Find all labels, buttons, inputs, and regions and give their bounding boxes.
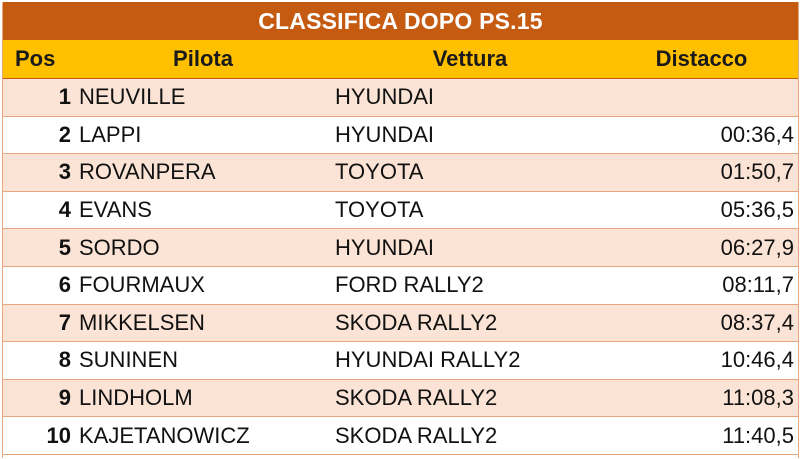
- row-distacco: 00:36,4: [720, 121, 794, 147]
- row-pos: 3: [58, 159, 71, 185]
- header-row: Pos Pilota Vettura Distacco: [3, 40, 798, 79]
- row-pilota: SORDO: [79, 234, 160, 260]
- row-vettura: HYUNDAI RALLY2: [335, 347, 521, 373]
- table-row: 3 ROVANPERA TOYOTA 01:50,7: [3, 154, 798, 192]
- row-pilota: EVANS: [79, 197, 152, 223]
- row-distacco: 08:11,7: [722, 272, 794, 298]
- row-pilota: FOURMAUX: [79, 272, 205, 298]
- header-vettura: Vettura: [432, 46, 508, 71]
- row-vettura: HYUNDAI: [335, 234, 435, 260]
- row-distacco: 11:40,5: [722, 422, 794, 448]
- row-pos: 8: [58, 347, 71, 373]
- row-vettura: SKODA RALLY2: [335, 385, 498, 411]
- row-vettura: SKODA RALLY2: [335, 309, 498, 335]
- row-distacco: 06:27,9: [720, 234, 794, 260]
- row-pilota: LAPPI: [79, 121, 142, 147]
- row-pos: 7: [58, 309, 71, 335]
- row-distacco: 10:46,4: [720, 347, 794, 373]
- table-row: 4 EVANS TOYOTA 05:36,5: [3, 191, 798, 230]
- row-pilota: MIKKELSEN: [79, 309, 205, 335]
- row-distacco: 05:36,5: [720, 197, 794, 223]
- table-title: CLASSIFICA DOPO PS.15: [3, 2, 798, 40]
- table-row: 8 SUNINEN HYUNDAI RALLY2 10:46,4: [3, 342, 798, 380]
- row-distacco: 01:50,7: [720, 159, 794, 185]
- row-pos: 10: [46, 422, 71, 448]
- row-pilota: LINDHOLM: [79, 385, 193, 411]
- header-pos: Pos: [15, 46, 56, 71]
- row-pos: 9: [58, 385, 71, 411]
- row-vettura: TOYOTA: [335, 159, 424, 185]
- table-row: 1 NEUVILLE HYUNDAI: [3, 79, 798, 117]
- table-row: 2 LAPPI HYUNDAI 00:36,4: [3, 116, 798, 155]
- row-vettura: SKODA RALLY2: [335, 422, 498, 448]
- row-pos: 6: [58, 272, 71, 298]
- row-pos: 1: [58, 84, 71, 110]
- table-row: 5 SORDO HYUNDAI 06:27,9: [3, 229, 798, 267]
- row-pos: 2: [58, 121, 71, 147]
- row-distacco: 11:08,3: [722, 385, 794, 411]
- row-distacco: 08:37,4: [720, 309, 794, 335]
- row-pilota: SUNINEN: [79, 347, 179, 373]
- row-pilota: NEUVILLE: [79, 84, 186, 110]
- row-vettura: HYUNDAI: [335, 84, 435, 110]
- table-row: 7 MIKKELSEN SKODA RALLY2 08:37,4: [3, 304, 798, 343]
- row-pos: 5: [58, 234, 71, 260]
- row-pilota: ROVANPERA: [79, 159, 216, 185]
- row-vettura: FORD RALLY2: [335, 272, 484, 298]
- header-distacco: Distacco: [655, 46, 748, 71]
- header-pilota: Pilota: [173, 46, 233, 71]
- table-row: 10 KAJETANOWICZ SKODA RALLY2 11:40,5: [3, 417, 798, 455]
- row-vettura: TOYOTA: [335, 197, 424, 223]
- row-vettura: HYUNDAI: [335, 121, 435, 147]
- table-row: 6 FOURMAUX FORD RALLY2 08:11,7: [3, 266, 798, 305]
- row-pos: 4: [58, 197, 71, 223]
- table-row: 9 LINDHOLM SKODA RALLY2 11:08,3: [3, 379, 798, 418]
- row-pilota: KAJETANOWICZ: [79, 422, 250, 448]
